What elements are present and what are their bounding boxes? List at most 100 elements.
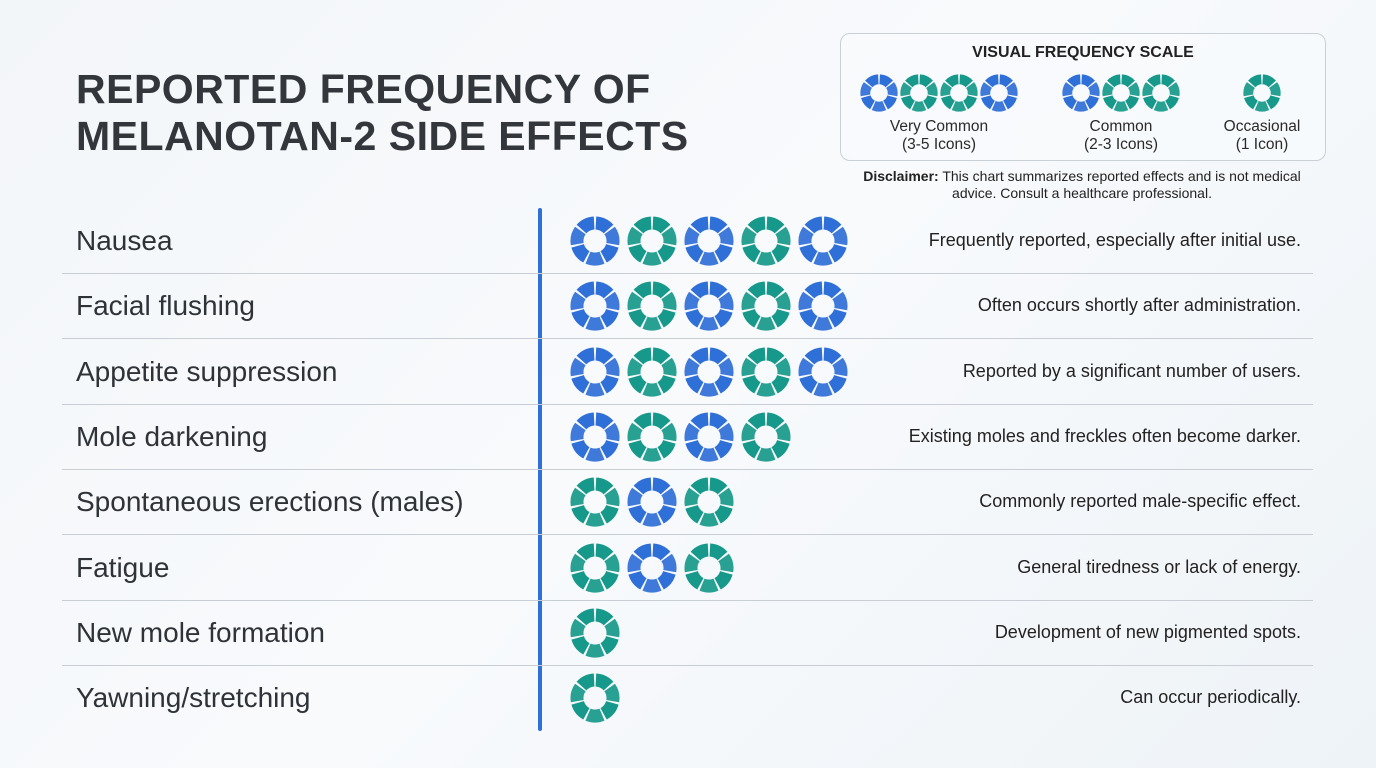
icon-segment bbox=[714, 570, 733, 590]
icon-segment bbox=[576, 281, 595, 299]
icon-segment bbox=[799, 244, 818, 263]
icon-segment bbox=[766, 281, 785, 299]
icon-segment bbox=[600, 701, 619, 720]
icon-segment bbox=[861, 95, 875, 110]
icon-segment bbox=[576, 216, 595, 234]
icon-segment bbox=[699, 578, 719, 593]
side-effect-description: Frequently reported, especially after in… bbox=[928, 230, 1301, 250]
icon-segment bbox=[1262, 74, 1276, 88]
legend-sublabel: (2-3 Icons) bbox=[1083, 136, 1159, 153]
icon-segment bbox=[585, 708, 605, 723]
icon-segment bbox=[571, 570, 590, 590]
icon-segment bbox=[798, 226, 814, 246]
icon-segment bbox=[604, 553, 620, 572]
icon-segment bbox=[959, 74, 973, 88]
icon-segment bbox=[926, 82, 938, 97]
icon-segment bbox=[699, 251, 719, 266]
icon-segment bbox=[1125, 95, 1139, 110]
icon-segment bbox=[604, 683, 620, 703]
icon-segment bbox=[1168, 82, 1180, 97]
icon-segment bbox=[684, 553, 700, 572]
icon-segment bbox=[860, 82, 872, 97]
icon-segment bbox=[571, 505, 590, 524]
icon-segment bbox=[595, 281, 614, 299]
icon-segment bbox=[766, 216, 785, 234]
side-effect-description: Can occur periodically. bbox=[1120, 687, 1301, 708]
icon-segment bbox=[756, 251, 776, 266]
side-effect-description: General tiredness or lack of energy. bbox=[1017, 556, 1301, 577]
side-effect-label: New mole formation bbox=[76, 616, 325, 648]
icon-segment bbox=[685, 309, 704, 328]
frequency-icon-teal bbox=[900, 74, 938, 112]
icon-segment bbox=[775, 422, 791, 442]
icon-segment bbox=[1142, 82, 1154, 97]
side-effect-label: Spontaneous erections (males) bbox=[76, 486, 464, 518]
page-title: REPORTED FREQUENCY OF MELANOTAN-2 SIDE E… bbox=[76, 66, 689, 159]
icon-segment bbox=[823, 347, 842, 364]
disclaimer-text: This chart summarizes reported effects a… bbox=[938, 168, 1301, 201]
icon-segment bbox=[642, 251, 662, 266]
icon-segment bbox=[585, 578, 605, 593]
frequency-icon-blue bbox=[798, 216, 848, 266]
icon-segment bbox=[600, 374, 619, 394]
icon-segment bbox=[661, 226, 677, 246]
side-effect-label: Mole darkening bbox=[76, 420, 268, 452]
icon-segment bbox=[709, 543, 728, 560]
icon-segment bbox=[714, 440, 733, 459]
icon-segment bbox=[604, 618, 620, 638]
icon-segment bbox=[742, 440, 761, 459]
icon-segment bbox=[741, 226, 757, 246]
icon-segment bbox=[661, 422, 677, 442]
table-row: Mole darkening Existing moles and freckl… bbox=[62, 404, 1313, 470]
icon-segment bbox=[804, 347, 823, 364]
frequency-icon-blue bbox=[570, 216, 620, 266]
icon-segment bbox=[747, 216, 766, 234]
icon-segment bbox=[627, 357, 643, 376]
table-row: Spontaneous erections (males) Commonly r… bbox=[62, 469, 1313, 536]
icon-segment bbox=[699, 316, 719, 331]
icon-segment bbox=[985, 74, 999, 88]
frequency-icon-blue bbox=[980, 74, 1018, 112]
icon-segment bbox=[1254, 101, 1270, 112]
icon-segment bbox=[828, 309, 847, 328]
frequency-icon-blue bbox=[798, 281, 848, 331]
frequency-icon-blue bbox=[684, 412, 734, 462]
icon-segment bbox=[940, 82, 952, 97]
icon-segment bbox=[709, 216, 728, 234]
icon-segment bbox=[1062, 82, 1074, 97]
frequency-icon-teal bbox=[741, 216, 791, 266]
side-effect-label: Yawning/stretching bbox=[76, 682, 311, 714]
table-row: Appetite suppression Reported by a signi… bbox=[62, 339, 1313, 405]
icon-segment bbox=[742, 244, 761, 263]
frequency-legend: VISUAL FREQUENCY SCALE Very Common (3-5 … bbox=[840, 33, 1326, 161]
legend-title: VISUAL FREQUENCY SCALE bbox=[972, 44, 1194, 61]
legend-label: Very Common bbox=[889, 118, 989, 135]
icon-segment bbox=[685, 374, 704, 394]
icon-segment bbox=[1121, 74, 1135, 88]
icon-segment bbox=[771, 244, 790, 263]
icon-segment bbox=[595, 216, 614, 234]
side-effect-label: Nausea bbox=[76, 225, 173, 256]
icon-segment bbox=[718, 357, 734, 376]
table-row: Nausea Frequently reported, especially a… bbox=[62, 208, 1313, 274]
icon-segment bbox=[690, 281, 709, 299]
icon-segment bbox=[585, 447, 605, 462]
frequency-icons bbox=[570, 281, 848, 331]
icon-segment bbox=[742, 309, 761, 328]
icon-segment bbox=[627, 422, 643, 442]
icon-segment bbox=[766, 347, 785, 364]
icon-segment bbox=[657, 244, 676, 263]
frequency-icon-teal bbox=[684, 543, 734, 593]
icon-segment bbox=[963, 95, 977, 110]
icon-segment bbox=[576, 543, 595, 560]
icon-segment bbox=[798, 291, 814, 311]
icon-segment bbox=[879, 74, 893, 88]
icon-segment bbox=[600, 635, 619, 655]
side-effect-description: Development of new pigmented spots. bbox=[994, 621, 1301, 642]
icon-segment bbox=[718, 422, 734, 442]
icon-segment bbox=[628, 570, 647, 590]
icon-segment bbox=[652, 347, 671, 364]
icon-segment bbox=[718, 226, 734, 246]
icon-segment bbox=[1248, 74, 1262, 88]
side-effect-description: Reported by a significant number of user… bbox=[962, 360, 1301, 381]
